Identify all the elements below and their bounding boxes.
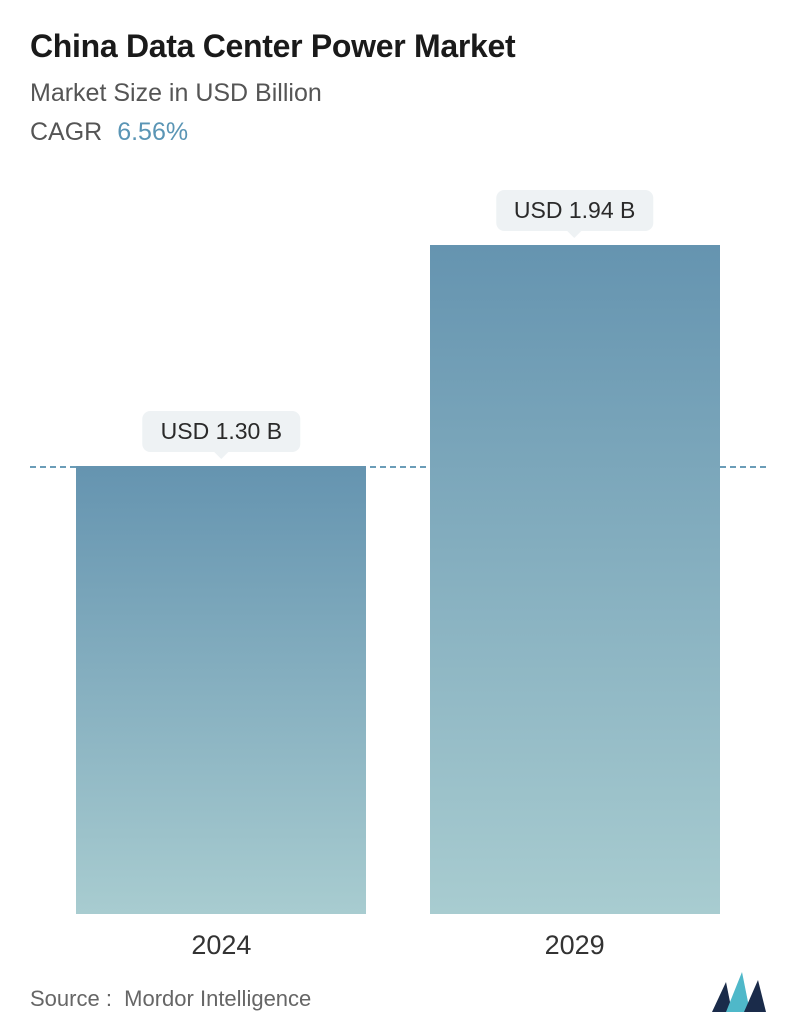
cagr-value: 6.56% — [117, 118, 188, 146]
chart-container: China Data Center Power Market Market Si… — [0, 0, 796, 1034]
x-label-2029: 2029 — [545, 930, 605, 961]
value-pill: USD 1.94 B — [496, 190, 653, 231]
bar-2029 — [430, 245, 720, 914]
source-value: Mordor Intelligence — [124, 986, 311, 1011]
bar-2024 — [76, 466, 366, 914]
cagr-label: CAGR — [30, 118, 102, 146]
cagr-line: CAGR 6.56% — [30, 118, 766, 147]
plot-area: USD 1.30 B USD 1.94 B — [30, 190, 766, 914]
value-label-2029: USD 1.94 B — [496, 190, 653, 231]
bar-fill — [76, 466, 366, 914]
value-pill: USD 1.30 B — [143, 411, 300, 452]
chart-title: China Data Center Power Market — [30, 28, 766, 65]
bar-fill — [430, 245, 720, 914]
x-label-2024: 2024 — [191, 930, 251, 961]
value-label-2024: USD 1.30 B — [143, 411, 300, 452]
chart-footer: Source : Mordor Intelligence — [30, 970, 766, 1012]
chart-subtitle: Market Size in USD Billion — [30, 79, 766, 108]
mordor-logo-icon — [712, 970, 766, 1012]
source-attribution: Source : Mordor Intelligence — [30, 986, 311, 1012]
source-label: Source : — [30, 986, 112, 1011]
